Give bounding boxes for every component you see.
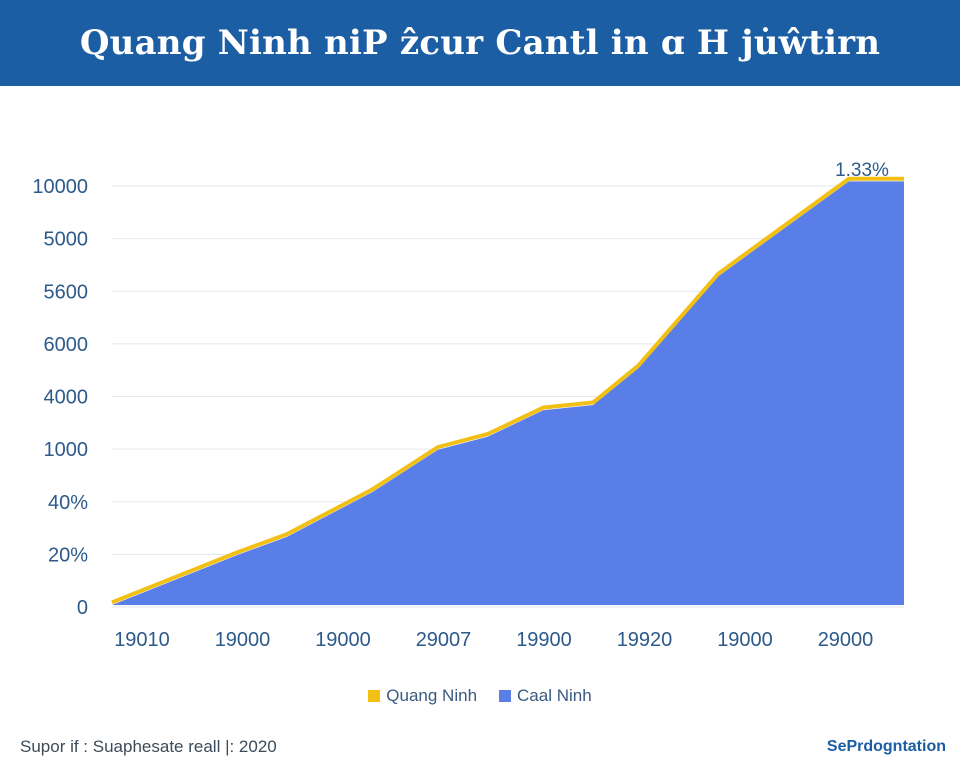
line-quang-ninh [111,176,904,605]
legend-label: Caal Ninh [517,686,592,705]
legend-swatch-yellow [368,690,381,702]
legend-item-quang-ninh[interactable]: Quang Ninh [368,686,477,706]
area-fill-caal-ninh [112,181,904,605]
area-series [112,181,904,605]
y-tick-label: 1000 [44,439,89,461]
source-note: Supor if : Suaphesate reall |: 2020 [20,737,277,756]
y-tick-label: 10000 [32,176,88,198]
y-tick-label: 5600 [44,281,89,303]
x-tick-label: 19000 [315,629,371,651]
x-tick-label: 19000 [717,629,773,651]
legend-label: Quang Ninh [386,686,478,705]
x-tick-label: 19010 [114,629,170,651]
brand-logo-text: SePrdogntation [826,738,946,755]
x-axis-ticks: 19010 19000 19000 29007 19900 19920 19000 29000 [114,629,873,651]
y-axis-ticks: 10000 5000 5600 6000 4000 1000 40% 20% 0 [32,176,88,619]
line-series [111,176,904,605]
x-tick-label: 19900 [516,629,572,651]
title-bar: Quang Ninh niP ẑcur Cantl in ɑ H ju̇ŵtir… [0,0,960,86]
chart-title: Quang Ninh niP ẑcur Cantl in ɑ H ju̇ŵtir… [79,23,881,63]
y-tick-label: 40% [48,492,88,514]
y-tick-label: 6000 [44,334,89,356]
peak-annotation: 1.33% [835,160,889,181]
x-tick-label: 29007 [416,629,472,651]
y-tick-label: 4000 [44,387,89,409]
legend-item-caal-ninh[interactable]: Caal Ninh [499,686,592,706]
x-tick-label: 29000 [818,629,874,651]
annotations: 1.33% [835,160,889,181]
y-tick-label: 0 [77,597,88,619]
x-tick-label: 19000 [215,629,271,651]
legend: Quang Ninh Caal Ninh [0,686,960,706]
y-tick-label: 20% [48,544,88,566]
legend-swatch-blue [499,690,512,702]
y-tick-label: 5000 [44,229,89,251]
x-tick-label: 19920 [617,629,673,651]
